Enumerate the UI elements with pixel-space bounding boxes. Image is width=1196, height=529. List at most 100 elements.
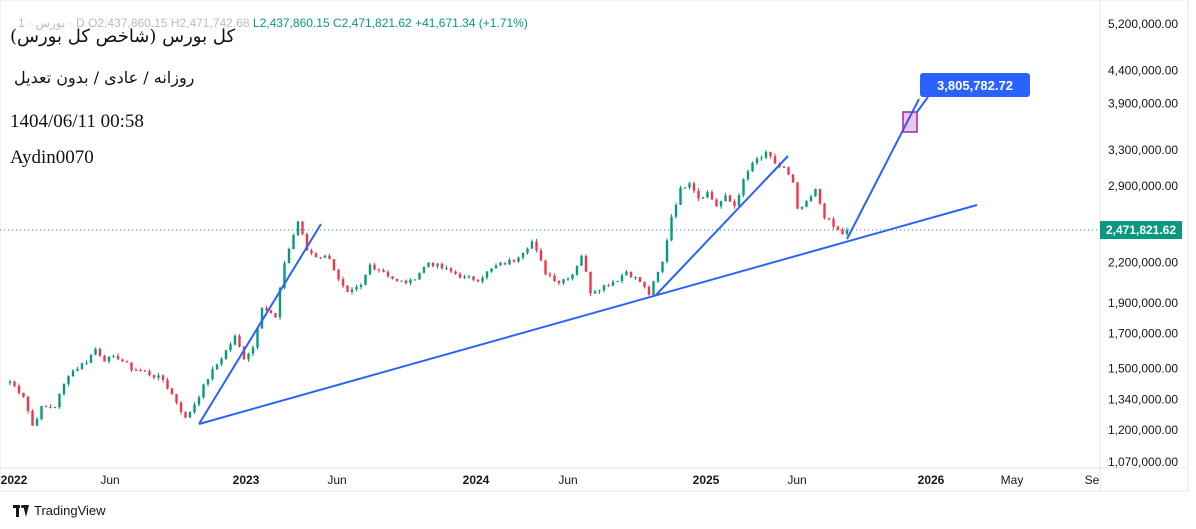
tradingview-brand-label: TradingView xyxy=(34,503,106,518)
candle-body xyxy=(611,281,615,286)
author-name: Aydin0070 xyxy=(10,147,94,168)
candle-body xyxy=(170,388,174,395)
candle-body xyxy=(818,188,822,204)
candle-body xyxy=(148,371,151,376)
ohlc-low-value: 2,437,860.15 xyxy=(259,16,330,30)
candle-body xyxy=(508,259,511,265)
candle-body xyxy=(485,271,489,278)
candle-body xyxy=(701,197,705,199)
candle-body xyxy=(350,289,354,292)
candle-body xyxy=(638,277,642,283)
candle-body xyxy=(373,264,376,270)
candle-body xyxy=(103,355,106,362)
candle-body xyxy=(193,404,196,413)
candle-body xyxy=(521,252,525,258)
candle-body xyxy=(409,279,412,284)
candle-body xyxy=(832,219,835,227)
candle-body xyxy=(269,310,273,313)
candle-body xyxy=(314,253,318,258)
candle-body xyxy=(589,271,592,294)
candle-body xyxy=(121,359,124,362)
candle-body xyxy=(800,206,804,209)
candle-body xyxy=(557,281,561,283)
candle-body xyxy=(355,286,358,290)
candle-body xyxy=(328,255,331,260)
candle-body xyxy=(616,281,619,283)
candle-body xyxy=(256,328,259,348)
candle-body xyxy=(458,274,462,278)
ohlc-open-label: O xyxy=(88,16,98,30)
tradingview-logo-icon xyxy=(13,504,29,517)
candle-body xyxy=(364,274,367,285)
candle-body xyxy=(436,263,439,267)
last-price-badge xyxy=(1100,221,1182,240)
candle-body xyxy=(598,290,601,292)
target-box xyxy=(902,111,918,133)
ohlc-change: +41,671.34 (+1.71%) xyxy=(415,16,528,30)
target-price-badge xyxy=(920,73,1030,97)
ohlc-legend: 1 · بورس · D O2,437,860.15 H2,471,742.68… xyxy=(18,16,528,30)
candle-body xyxy=(197,397,201,405)
candle-body xyxy=(76,368,79,371)
symbol-prefix: 1 · بورس · D xyxy=(18,16,85,30)
price-tick-7: 1,700,000.00 xyxy=(1108,327,1178,341)
candle-body xyxy=(512,259,516,262)
candle-body xyxy=(670,216,673,241)
candle-body xyxy=(571,274,574,279)
candle-body xyxy=(580,255,583,266)
candle-body xyxy=(823,203,826,219)
price-tick-5: 2,200,000.00 xyxy=(1108,255,1178,269)
candle-body xyxy=(152,375,156,378)
candle-body xyxy=(49,406,52,408)
index-subtitle: روزانه / عادی / بدون تعدیل xyxy=(14,68,195,87)
candle-body xyxy=(710,192,714,200)
candle-body xyxy=(22,392,25,397)
candle-body xyxy=(44,406,48,408)
candle-body xyxy=(530,241,534,249)
price-tick-3: 3,300,000.00 xyxy=(1108,143,1178,157)
time-tick-3: Jun xyxy=(327,473,346,487)
time-tick-4: 2024 xyxy=(463,473,490,487)
price-tick-9: 1,340,000.00 xyxy=(1108,393,1178,407)
candle-body xyxy=(440,263,444,269)
candle-body xyxy=(413,279,417,281)
candle-body xyxy=(233,335,237,345)
candle-body xyxy=(8,381,12,384)
candle-body xyxy=(161,375,165,380)
candle-body xyxy=(175,394,178,403)
time-tick-0: 2022 xyxy=(1,473,28,487)
candle-body xyxy=(179,402,183,413)
candle-body xyxy=(359,284,363,287)
candle-body xyxy=(40,406,43,419)
candle-body xyxy=(593,291,597,294)
candle-body xyxy=(431,262,435,267)
candle-body xyxy=(548,274,552,276)
price-tick-6: 1,900,000.00 xyxy=(1108,296,1178,310)
tradingview-branding[interactable]: TradingView xyxy=(13,503,106,518)
candle-body xyxy=(841,229,844,235)
candle-body xyxy=(305,234,309,251)
ohlc-low-label: L xyxy=(252,16,260,30)
ohlc-close-label: C xyxy=(332,16,342,30)
candle-body xyxy=(656,271,660,282)
candle-body xyxy=(247,353,250,360)
candle-body xyxy=(62,383,66,394)
candle-body xyxy=(224,350,228,359)
candle-body xyxy=(220,358,223,365)
price-tick-8: 1,500,000.00 xyxy=(1108,361,1178,375)
time-tick-8: 2026 xyxy=(918,473,945,487)
candle-body xyxy=(503,262,507,265)
candle-body xyxy=(382,270,385,272)
candle-body xyxy=(773,156,777,164)
candle-body xyxy=(301,221,304,235)
time-tick-1: Jun xyxy=(100,473,119,487)
candle-body xyxy=(184,412,187,418)
candle-body xyxy=(395,278,399,281)
candle-body xyxy=(769,151,772,157)
candle-body xyxy=(166,379,169,389)
candle-body xyxy=(706,192,709,198)
target-price-label: 3,805,782.72 xyxy=(937,78,1013,93)
candle-body xyxy=(683,187,687,189)
candle-body xyxy=(449,268,453,272)
